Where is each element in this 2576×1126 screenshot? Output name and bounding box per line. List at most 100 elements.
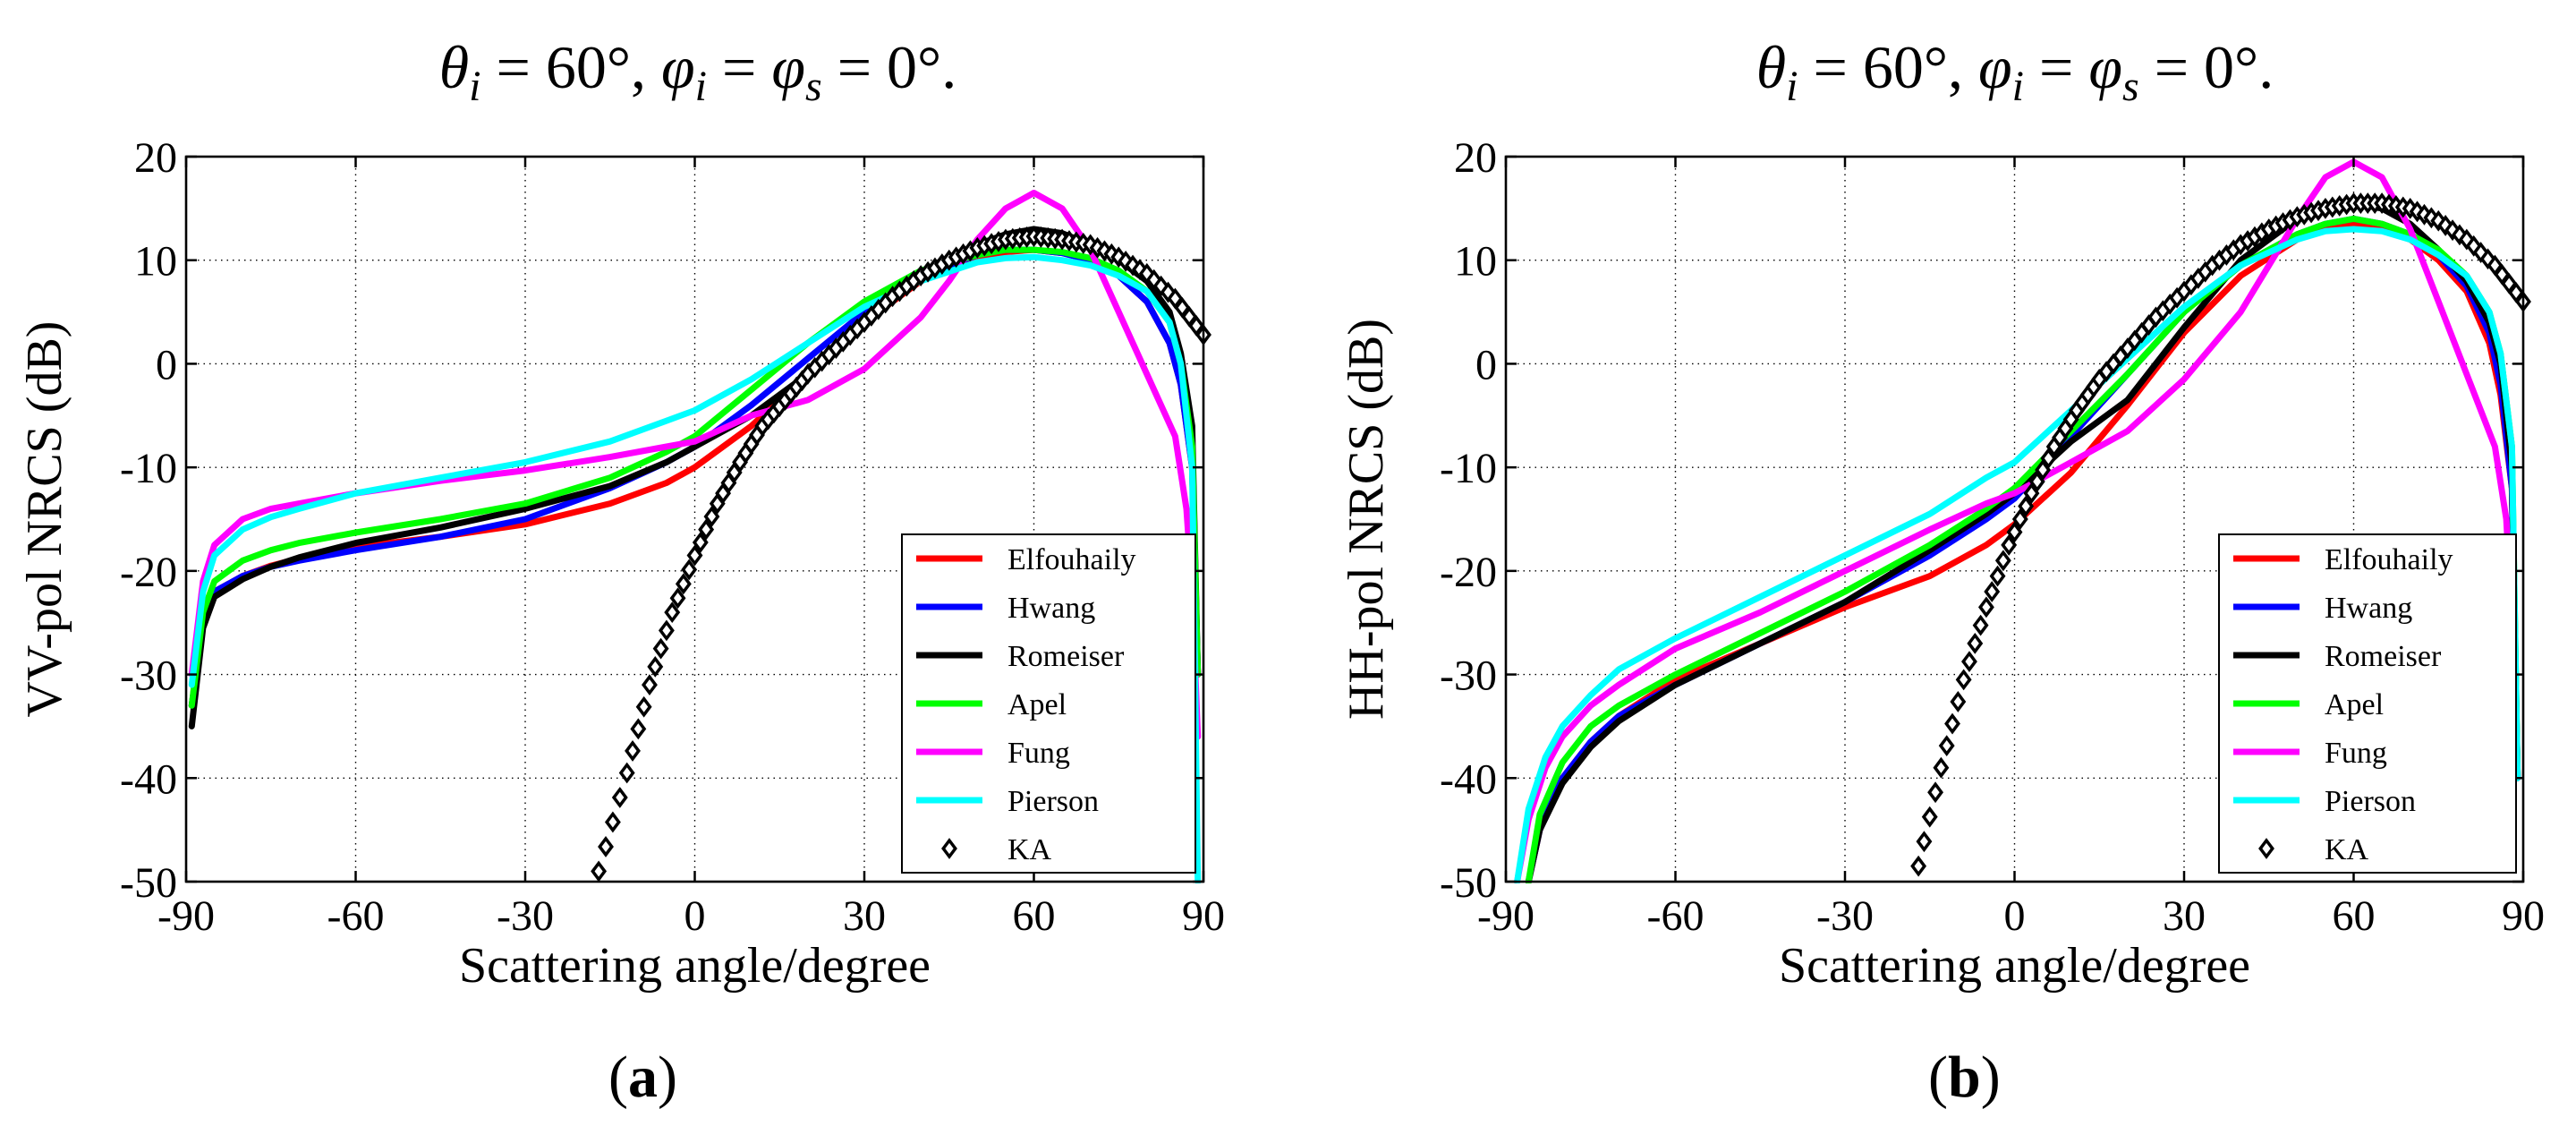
ka-marker: [2006, 521, 2023, 543]
title-part-theta: θ: [439, 33, 469, 101]
legend-label-pierson: Pierson: [2325, 785, 2416, 818]
legend: Elfouhaily Hwang Romeiser Apel Fung Pierson KA: [2218, 533, 2517, 874]
ka-marker: [2028, 471, 2045, 492]
title-part-eq2: =: [2024, 33, 2088, 101]
ka-marker: [1916, 831, 1933, 853]
title-part-eq3: = 0°.: [822, 33, 957, 101]
ka-marker: [675, 573, 692, 595]
panel-label-close: ): [658, 1045, 677, 1110]
ka-marker: [1977, 596, 1994, 618]
x-tick-label: 0: [684, 892, 706, 940]
ka-marker: [2452, 224, 2468, 246]
x-tick-label: 90: [2502, 892, 2545, 940]
y-tick-label: -30: [120, 653, 177, 700]
ka-marker: [630, 718, 647, 740]
ka-marker: [1984, 581, 2001, 602]
legend-label-romeiser: Romeiser: [2325, 640, 2442, 673]
ka-marker: [652, 637, 669, 660]
y-axis-label: HH-pol NRCS (dB): [1339, 319, 1394, 720]
title-part-phi1: φ: [661, 33, 695, 101]
panel-label: (a): [608, 1045, 677, 1110]
ka-marker: [1927, 781, 1944, 804]
legend-label-ka: KA: [1007, 833, 1052, 866]
ka-marker: [1152, 275, 1169, 297]
ka-marker: [1944, 712, 1960, 735]
ka-marker: [681, 559, 698, 581]
legend-label-fung: Fung: [1007, 737, 1070, 770]
y-axis-label: VV-pol NRCS (dB): [17, 321, 72, 718]
ka-marker: [2023, 482, 2040, 504]
title-part-phi2-sub: s: [805, 63, 822, 110]
ka-marker: [2011, 508, 2028, 530]
x-tick-label: 30: [843, 892, 886, 940]
panel-label-open: (: [608, 1045, 628, 1110]
series-line-pierson: [188, 253, 1202, 883]
x-tick-label: -90: [1477, 892, 1535, 940]
ka-marker: [1994, 550, 2011, 572]
ka-marker: [1132, 259, 1148, 281]
chart-panel-a: -90 -60 -30 0 30 60 90 -50 -40 -30 -20 -10 0 10 20 Scat…: [17, 33, 1225, 1110]
y-tick-label: 20: [134, 134, 177, 182]
ka-marker: [1967, 632, 1984, 654]
x-tick-label: 30: [2163, 892, 2206, 940]
ka-marker: [611, 787, 628, 808]
ka-marker: [1989, 565, 2006, 587]
legend-label-romeiser: Romeiser: [1007, 640, 1125, 673]
x-tick-label: -60: [327, 892, 385, 940]
legend-label-fung: Fung: [2325, 737, 2387, 770]
legend-label-hwang: Hwang: [2325, 592, 2412, 625]
panel-label-letter: b: [1948, 1045, 1981, 1110]
legend-label-elfouhaily: Elfouhaily: [1007, 543, 1136, 576]
legend-swatch-ka: [2258, 838, 2274, 859]
y-tick-label: -40: [1440, 755, 1497, 803]
ka-marker: [618, 762, 635, 784]
ka-marker: [664, 601, 681, 624]
y-tick-label: -20: [1440, 549, 1497, 596]
chart-panel-b: -90 -60 -30 0 30 60 90 -50 -40 -30 -20 -10 0 10 20 Scat…: [1339, 33, 2545, 1110]
title-part-theta-sub: i: [469, 63, 480, 110]
legend-label-hwang: Hwang: [1007, 592, 1095, 625]
panel-label-letter: a: [628, 1045, 658, 1110]
ka-marker: [1921, 806, 1938, 828]
ka-marker: [686, 544, 703, 567]
y-tick-label: -50: [120, 859, 177, 907]
y-tick-label: 0: [156, 341, 177, 388]
ka-marker: [2035, 459, 2052, 481]
title-part-theta-sub: i: [1786, 63, 1798, 110]
y-tick-label: 10: [1454, 238, 1497, 286]
series-markers-ka: [1910, 192, 2531, 877]
legend-swatch-ka: [941, 838, 957, 859]
panel-label-open: (: [1928, 1045, 1948, 1110]
title-part-phi1: φ: [1978, 33, 2012, 101]
x-tick-label: -60: [1647, 892, 1705, 940]
ka-marker: [647, 655, 664, 678]
legend-label-apel: Apel: [1007, 688, 1067, 721]
y-tick-label: -20: [120, 549, 177, 596]
title-part-phi2-sub: s: [2122, 63, 2139, 110]
title-part-phi1-sub: i: [695, 63, 707, 110]
x-tick-label: -90: [157, 892, 215, 940]
ka-marker: [2001, 534, 2018, 556]
ka-marker: [2465, 235, 2482, 257]
ka-marker: [2040, 448, 2057, 469]
legend-label-apel: Apel: [2325, 688, 2384, 721]
ka-marker: [2430, 209, 2447, 232]
ka-marker: [1972, 614, 1989, 636]
ka-marker: [598, 836, 614, 857]
title-part-theta: θ: [1756, 33, 1786, 101]
legend-label-ka: KA: [2325, 833, 2369, 866]
y-tick-label: -10: [120, 445, 177, 492]
title-part-eq1: = 60°,: [1798, 33, 1979, 101]
panel-label: (b): [1928, 1045, 2001, 1110]
x-tick-label: -30: [1816, 892, 1874, 940]
chart-title: θi = 60°, φi = φs = 0°.: [1756, 33, 2274, 110]
x-axis-label: Scattering angle/degree: [1779, 938, 2250, 994]
title-part-phi1-sub: i: [2012, 63, 2024, 110]
title-part-phi2: φ: [2088, 33, 2122, 101]
ka-marker: [658, 619, 675, 642]
ka-marker: [2472, 242, 2489, 263]
ka-marker: [1950, 691, 1967, 712]
title-part-eq3: = 0°.: [2139, 33, 2274, 101]
x-tick-label: 0: [2004, 892, 2026, 940]
ka-marker: [2018, 495, 2035, 517]
